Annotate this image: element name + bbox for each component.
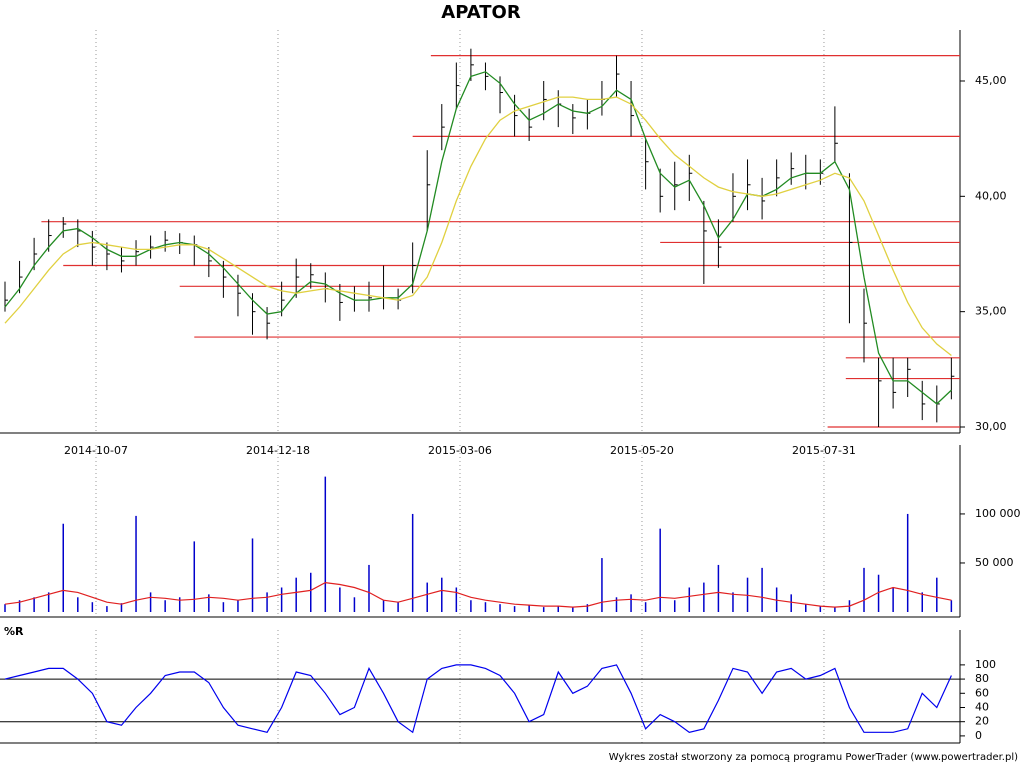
- chart-title: APATOR: [441, 2, 521, 23]
- price-bar: [150, 235, 154, 259]
- price-bar: [368, 281, 372, 312]
- price-bar: [179, 233, 183, 254]
- price-bar: [601, 80, 605, 116]
- price-bar: [310, 263, 314, 289]
- price-bar: [281, 281, 285, 317]
- price-bar: [295, 258, 300, 298]
- y-tick-label: 100 000: [975, 507, 1021, 520]
- footer: Wykres został stworzony za pomocą progra…: [609, 752, 1018, 763]
- price-bar: [266, 307, 271, 340]
- price-bar: [208, 247, 212, 278]
- y-tick-label: 80: [975, 672, 989, 685]
- price-bar: [557, 90, 562, 128]
- price-bar: [484, 62, 489, 91]
- ma-line: [4, 96, 952, 357]
- price-bar: [790, 152, 795, 185]
- panel-title: %R: [4, 625, 24, 638]
- ma-line: [4, 71, 952, 405]
- price-bar: [586, 99, 591, 130]
- y-tick-label: 100: [975, 658, 996, 671]
- price-bar: [761, 177, 766, 220]
- y-tick-label: 40,00: [975, 189, 1007, 202]
- price-bar: [848, 173, 853, 324]
- price-bar: [907, 357, 911, 398]
- x-tick-label: 2015-05-20: [610, 444, 674, 457]
- price-bar: [499, 76, 504, 114]
- price-bar: [717, 219, 722, 268]
- price-bar: [572, 104, 576, 135]
- volume-ma: [4, 581, 952, 608]
- x-tick-label: 2015-07-31: [792, 444, 856, 457]
- x-tick-label: 2015-03-06: [428, 444, 492, 457]
- price-bar: [776, 159, 780, 197]
- price-bar: [324, 272, 329, 303]
- price-bar: [732, 173, 736, 222]
- price-bar: [892, 357, 897, 409]
- price-bar: [950, 357, 955, 400]
- price-bar: [353, 286, 358, 312]
- price-bar: [237, 274, 241, 317]
- y-tick-label: 0: [975, 729, 982, 742]
- y-tick-label: 20: [975, 715, 989, 728]
- price-bar: [412, 242, 416, 294]
- price-bar: [674, 161, 678, 211]
- x-tick-label: 2014-12-18: [246, 444, 310, 457]
- price-bar: [470, 48, 474, 81]
- price-bar: [630, 80, 635, 137]
- price-bar: [834, 106, 838, 162]
- price-bar: [645, 138, 649, 190]
- price-bar: [455, 62, 460, 109]
- y-tick-label: 35,00: [975, 305, 1007, 318]
- price-bar: [222, 260, 227, 298]
- price-bar: [878, 357, 882, 428]
- williams-r: [4, 664, 952, 734]
- y-tick-label: 50 000: [975, 556, 1014, 569]
- price-bar: [747, 159, 751, 211]
- price-bar: [193, 235, 198, 266]
- price-bar: [528, 108, 533, 141]
- price-bar: [383, 265, 387, 310]
- price-bar: [703, 200, 707, 284]
- price-bar: [77, 219, 81, 248]
- price-bar: [135, 240, 140, 266]
- price-bar: [514, 94, 518, 137]
- y-tick-label: 60: [975, 686, 989, 699]
- price-bar: [426, 150, 431, 231]
- price-bar: [339, 283, 343, 321]
- price-bar: [863, 288, 868, 363]
- price-bar: [688, 154, 693, 201]
- price-bar: [91, 230, 96, 266]
- price-bar: [252, 293, 256, 335]
- y-tick-label: 40: [975, 700, 989, 713]
- price-bar: [106, 242, 110, 271]
- y-tick-label: 30,00: [975, 420, 1007, 433]
- y-tick-label: 45,00: [975, 74, 1007, 87]
- price-bar: [164, 230, 169, 252]
- x-tick-label: 2014-10-07: [64, 444, 128, 457]
- price-bar: [441, 104, 445, 151]
- price-bar: [62, 217, 67, 238]
- price-bar: [921, 380, 926, 421]
- price-bar: [120, 247, 125, 273]
- price-bar: [659, 168, 664, 213]
